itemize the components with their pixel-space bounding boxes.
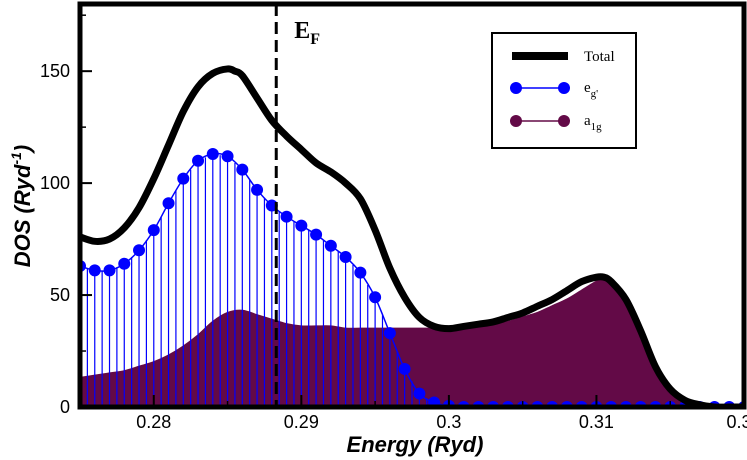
eg-marker [339,250,352,263]
eg-marker [88,264,101,277]
plot-frame [77,1,747,410]
plot-area [80,4,744,407]
eg-marker [354,266,367,279]
eg-marker [369,291,382,304]
y-tick-label: 50 [50,285,70,305]
x-tick-label: 0.32 [726,412,747,432]
total-series [80,65,744,407]
eg-marker [280,210,293,223]
x-tick-label: 0.29 [284,412,319,432]
eg-marker [103,264,116,277]
eg-marker [118,257,131,270]
x-tick-label: 0.3 [436,412,461,432]
legend-eg-label: eg' [584,80,598,100]
legend-a1g-label: a1g [584,113,602,133]
eg-marker [310,228,323,241]
x-tick-label: 0.28 [136,412,171,432]
legend-total-label: Total [584,49,615,65]
legend-eg-marker [558,82,570,94]
x-tick-label: 0.31 [579,412,614,432]
x-axis-title: Energy (Ryd) [347,432,484,457]
y-tick-label: 150 [40,61,70,81]
eg-marker [428,396,441,407]
eg-marker [221,150,234,163]
eg-marker [236,163,249,176]
legend-a1g-marker [510,115,522,127]
eg-marker [177,172,190,185]
eg-line [80,152,744,407]
eg-marker [147,224,160,237]
eg-marker [133,244,146,257]
total-line [80,65,744,407]
legend: Total eg' a1g [491,32,637,149]
y-axis-title: DOS (Ryd-1) [8,145,35,267]
eg-marker [251,183,264,196]
eg-marker [413,387,426,400]
y-tick-label: 0 [60,397,70,417]
eg-marker [192,154,205,167]
legend-eg-marker [510,82,522,94]
eg-marker [398,362,411,375]
y-tick-label: 100 [40,173,70,193]
eg-marker [324,239,337,252]
fermi-level-label: EF [294,18,320,48]
eg-marker [162,197,175,210]
eg-marker [206,148,219,161]
eg-marker [295,219,308,232]
legend-a1g-marker [558,115,570,127]
eg-marker [383,327,396,340]
